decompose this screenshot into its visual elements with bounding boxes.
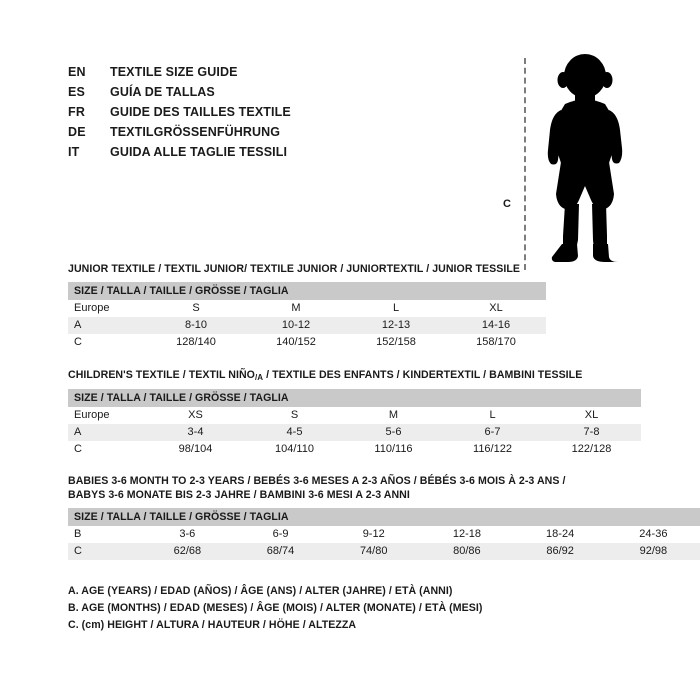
table-cell: 7-8 [542, 424, 641, 441]
table-cell: 18-24 [513, 526, 607, 543]
language-code: EN [68, 65, 86, 79]
legend-row-a: A. AGE (YEARS) / EDAD (AÑOS) / ÂGE (ANS)… [68, 585, 453, 597]
section-title-babies-line1: BABIES 3-6 MONTH TO 2-3 YEARS / BEBÉS 3-… [68, 475, 566, 487]
measurement-figure: C [495, 40, 645, 270]
table-row: C 128/140 140/152 152/158 158/170 [68, 334, 546, 351]
table-cell: L [443, 407, 542, 424]
table-cell: 152/158 [346, 334, 446, 351]
size-header-label: SIZE / TALLA / TAILLE / GRÖSSE / TAGLIA [68, 282, 546, 300]
table-row: C 98/104 104/110 110/116 116/122 122/128 [68, 441, 641, 458]
language-row: ES GUÍA DE TALLAS [68, 82, 448, 102]
table-cell: 104/110 [245, 441, 344, 458]
section-title-junior: JUNIOR TEXTILE / TEXTIL JUNIOR/ TEXTILE … [68, 263, 521, 275]
row-label: C [68, 334, 146, 351]
table-cell: 8-10 [146, 317, 246, 334]
children-size-table: SIZE / TALLA / TAILLE / GRÖSSE / TAGLIA … [68, 389, 641, 458]
language-code: DE [68, 125, 86, 139]
table-cell: 122/128 [542, 441, 641, 458]
table-cell: XL [446, 300, 546, 317]
table-row: C 62/68 68/74 74/80 80/86 86/92 92/98 [68, 543, 700, 560]
size-header-label: SIZE / TALLA / TAILLE / GRÖSSE / TAGLIA [68, 389, 641, 407]
section-title-children-post: / TEXTILE DES ENFANTS / KINDERTEXTIL / B… [263, 369, 583, 381]
language-title: TEXTILGRÖSSENFÜHRUNG [110, 125, 281, 139]
table-cell: 110/116 [344, 441, 443, 458]
language-code: ES [68, 85, 86, 99]
section-childrens-textile: CHILDREN'S TEXTILE / TEXTIL NIÑO/A / TEX… [68, 368, 641, 458]
row-label: C [68, 543, 141, 560]
table-cell: 62/68 [140, 543, 234, 560]
row-label: A [68, 317, 146, 334]
table-cell: 128/140 [146, 334, 246, 351]
table-cell: 3-4 [146, 424, 245, 441]
table-cell: 86/92 [513, 543, 607, 560]
table-cell: 24-36 [606, 526, 700, 543]
table-cell: 14-16 [446, 317, 546, 334]
legend-block: A. AGE (YEARS) / EDAD (AÑOS) / ÂGE (ANS)… [68, 583, 482, 634]
table-cell: S [245, 407, 344, 424]
table-cell: 140/152 [246, 334, 346, 351]
table-row: B 3-6 6-9 9-12 12-18 18-24 24-36 [68, 526, 700, 543]
table-row: Europe S M L XL [68, 300, 546, 317]
table-cell: 74/80 [327, 543, 421, 560]
height-dashed-line-icon [524, 58, 526, 270]
language-title: GUÍA DE TALLAS [110, 85, 215, 99]
table-cell: 5-6 [344, 424, 443, 441]
language-row: FR GUIDE DES TAILLES TEXTILE [68, 102, 448, 122]
row-label: C [68, 441, 146, 458]
table-row: A 8-10 10-12 12-13 14-16 [68, 317, 546, 334]
table-cell: 4-5 [245, 424, 344, 441]
section-junior-textile: JUNIOR TEXTILE / TEXTIL JUNIOR/ TEXTILE … [68, 262, 546, 351]
junior-size-table: SIZE / TALLA / TAILLE / GRÖSSE / TAGLIA … [68, 282, 546, 351]
table-cell: 92/98 [606, 543, 700, 560]
language-row: DE TEXTILGRÖSSENFÜHRUNG [68, 122, 448, 142]
section-babies-textile: BABIES 3-6 MONTH TO 2-3 YEARS / BEBÉS 3-… [68, 474, 700, 560]
table-cell: 10-12 [246, 317, 346, 334]
table-cell: L [346, 300, 446, 317]
language-code: IT [68, 145, 80, 159]
babies-size-table: SIZE / TALLA / TAILLE / GRÖSSE / TAGLIA … [68, 508, 700, 560]
table-cell: XL [542, 407, 641, 424]
row-label: Europe [68, 407, 146, 424]
table-cell: 158/170 [446, 334, 546, 351]
legend-row-b: B. AGE (MONTHS) / EDAD (MESES) / ÂGE (MO… [68, 602, 483, 614]
table-cell: 9-12 [327, 526, 421, 543]
height-measure-label: C [503, 198, 511, 210]
language-title: GUIDE DES TAILLES TEXTILE [110, 105, 291, 119]
table-cell: 12-13 [346, 317, 446, 334]
row-label: A [68, 424, 146, 441]
table-cell: 68/74 [233, 543, 328, 560]
table-cell: 3-6 [140, 526, 234, 543]
table-header-row: SIZE / TALLA / TAILLE / GRÖSSE / TAGLIA [68, 389, 641, 407]
legend-row-c: C. (cm) HEIGHT / ALTURA / HAUTEUR / HÖHE… [68, 619, 357, 631]
language-row: EN TEXTILE SIZE GUIDE [68, 62, 448, 82]
section-title-babies-line2: BABYS 3-6 MONATE BIS 2-3 JAHRE / BAMBINI… [68, 489, 410, 501]
language-row: IT GUIDA ALLE TAGLIE TESSILI [68, 142, 448, 162]
language-header-block: EN TEXTILE SIZE GUIDE ES GUÍA DE TALLAS … [68, 62, 448, 162]
table-row: A 3-4 4-5 5-6 6-7 7-8 [68, 424, 641, 441]
table-cell: 6-7 [443, 424, 542, 441]
language-title: GUIDA ALLE TAGLIE TESSILI [110, 145, 288, 159]
table-cell: 6-9 [233, 526, 328, 543]
row-label: B [68, 526, 141, 543]
table-cell: M [246, 300, 346, 317]
table-header-row: SIZE / TALLA / TAILLE / GRÖSSE / TAGLIA [68, 282, 546, 300]
row-label: Europe [68, 300, 146, 317]
size-header-label: SIZE / TALLA / TAILLE / GRÖSSE / TAGLIA [68, 508, 700, 526]
table-header-row: SIZE / TALLA / TAILLE / GRÖSSE / TAGLIA [68, 508, 700, 526]
table-cell: M [344, 407, 443, 424]
section-title-children-pre: CHILDREN'S TEXTILE / TEXTIL NIÑO [68, 369, 255, 381]
table-cell: XS [146, 407, 245, 424]
table-cell: 116/122 [443, 441, 542, 458]
language-code: FR [68, 105, 86, 119]
table-cell: 80/86 [420, 543, 514, 560]
table-cell: 98/104 [146, 441, 245, 458]
child-silhouette-icon [547, 54, 623, 262]
table-cell: S [146, 300, 246, 317]
language-title: TEXTILE SIZE GUIDE [110, 65, 238, 79]
table-cell: 12-18 [420, 526, 514, 543]
section-title-children-sub: /A [254, 373, 264, 382]
table-row: Europe XS S M L XL [68, 407, 641, 424]
section-title-children: CHILDREN'S TEXTILE / TEXTIL NIÑO/A / TEX… [68, 368, 641, 383]
